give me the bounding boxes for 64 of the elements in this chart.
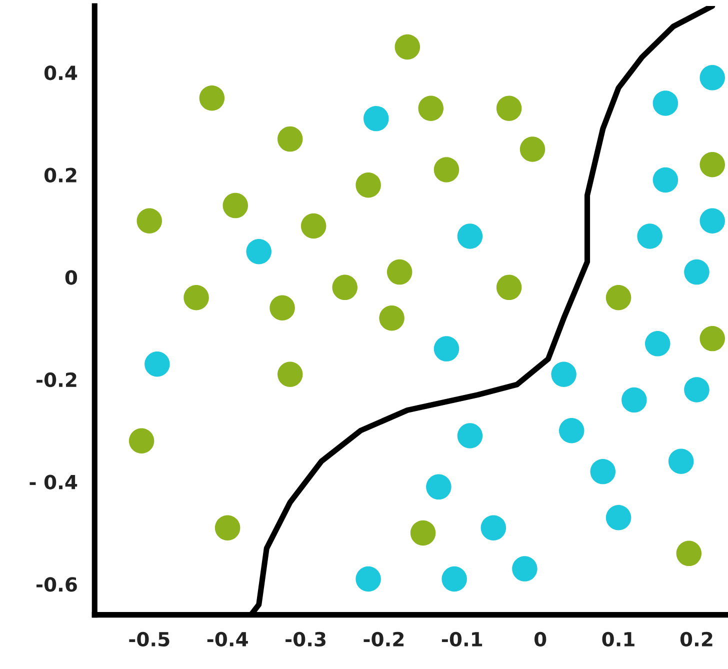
point <box>136 208 162 234</box>
point <box>214 515 240 540</box>
point <box>512 556 538 582</box>
point <box>356 172 381 198</box>
y-tick-label: 0.2 <box>44 168 76 183</box>
x-tick-label: 0.1 <box>602 632 634 647</box>
point <box>652 90 678 116</box>
point <box>606 285 632 310</box>
point <box>442 566 467 592</box>
point <box>128 428 154 454</box>
y-tick-label: -0.2 <box>36 372 76 388</box>
point <box>332 274 358 300</box>
point <box>684 377 710 402</box>
point <box>270 295 295 320</box>
x-tick-label: 0.2 <box>680 632 712 647</box>
point <box>496 274 522 300</box>
x-tick-label: 0 <box>534 632 546 647</box>
point <box>426 474 452 500</box>
point <box>222 192 248 218</box>
point <box>246 238 272 264</box>
y-tick-label: 0.4 <box>44 65 78 80</box>
x-tick-label: -0.2 <box>364 632 404 647</box>
point <box>144 352 170 377</box>
point <box>700 65 725 90</box>
point <box>394 34 420 60</box>
point <box>551 362 576 387</box>
x-tick-label: -0.3 <box>286 632 326 647</box>
point <box>496 96 522 121</box>
point <box>300 213 326 239</box>
point <box>684 259 710 285</box>
point <box>386 259 412 285</box>
point <box>410 520 436 546</box>
point <box>434 157 460 182</box>
y-tick-label: 0 <box>65 270 78 285</box>
point <box>356 566 381 592</box>
point <box>278 362 303 387</box>
x-tick-label: -0.4 <box>207 632 248 647</box>
x-tick-label: -0.5 <box>129 632 170 647</box>
point <box>184 285 209 310</box>
x-tick-label: -0.1 <box>442 632 482 647</box>
y-tick-label: - 0.4 <box>30 474 78 490</box>
point <box>480 515 506 540</box>
point <box>700 326 725 352</box>
point <box>379 305 404 331</box>
point <box>457 224 483 249</box>
point <box>520 136 546 162</box>
point <box>668 448 694 474</box>
point <box>637 224 662 249</box>
point <box>700 208 725 234</box>
point <box>457 423 483 448</box>
point <box>652 167 678 193</box>
point <box>676 540 702 566</box>
point <box>278 126 303 152</box>
point <box>606 504 632 530</box>
y-tick-label: -0.6 <box>36 577 77 592</box>
point <box>364 106 389 132</box>
point <box>418 96 444 121</box>
point <box>645 331 670 356</box>
point <box>434 336 460 362</box>
point <box>622 387 647 413</box>
point <box>700 152 725 178</box>
point <box>559 418 584 444</box>
point <box>590 458 616 484</box>
point <box>199 85 225 111</box>
